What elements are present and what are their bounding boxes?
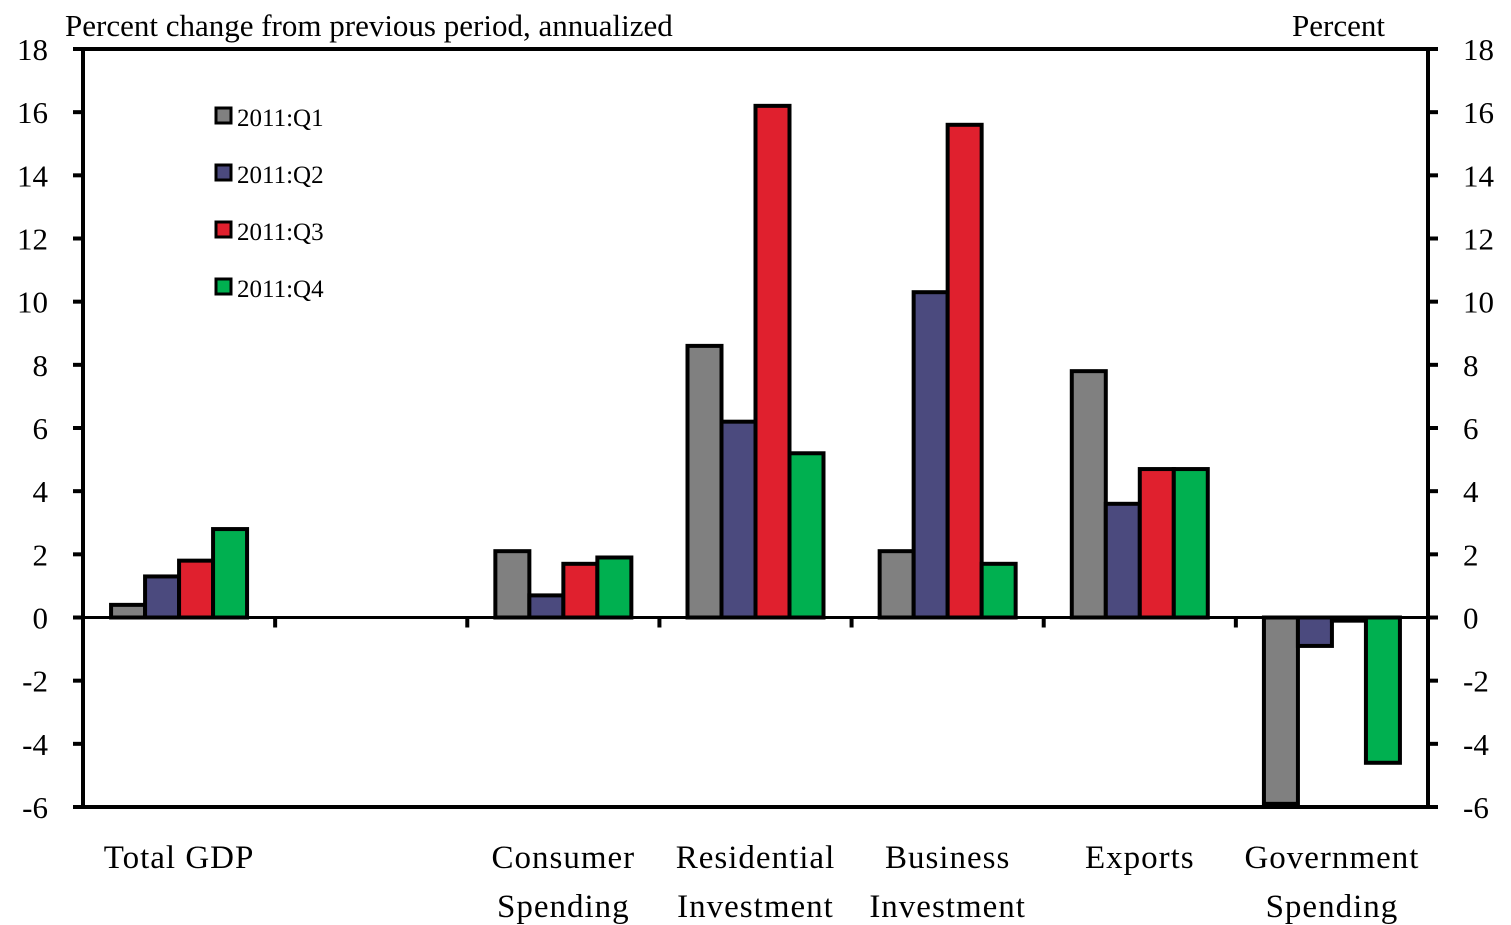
bar [1363,615,1402,765]
y-tick-label-left: -4 [22,727,48,762]
y-tick-label-left: 4 [33,474,49,509]
y-tick-label-right: 6 [1463,411,1479,446]
legend-swatch [214,163,233,182]
bar [493,549,532,620]
y-tick-label-left: 8 [33,348,49,383]
bar [685,343,724,620]
category-labels: Total GDP Consumer Spending Residential Inve… [104,840,1419,925]
bar [753,103,792,620]
y-tick-label-right: 16 [1463,95,1494,130]
bar [1171,467,1210,620]
legend-swatch [214,277,233,296]
y-tick-label-right: -6 [1463,790,1489,825]
category-label-line2: Spending [497,889,630,925]
y-tick-label-left: 6 [33,411,49,446]
bar [527,593,566,620]
bar [1103,501,1142,620]
y-tick-label-right: 14 [1463,158,1495,193]
category-label: Total GDP [104,840,255,876]
bar [979,561,1018,620]
category-label: Residential [676,840,835,876]
legend-label: 2011:Q2 [237,162,324,189]
y-tick-label-right: 2 [1463,537,1479,572]
y-tick-label-right: 0 [1463,601,1479,636]
y-tick-label-left: -2 [22,664,48,699]
y-tick-label-left: 0 [33,601,49,636]
category-label: Exports [1085,840,1195,876]
y-tick-label-left: 12 [17,222,48,257]
y-tick-label-right: 18 [1463,32,1494,67]
bar [787,451,826,620]
legend: 2011:Q1 2011:Q2 2011:Q3 2011:Q4 [214,105,324,303]
bar [1069,369,1108,620]
y-tick-label-right: 4 [1463,474,1479,509]
left-y-tick-labels: -6 -4 -2 0 2 4 6 8 10 12 14 16 18 [17,32,49,825]
bar [877,549,916,620]
legend-swatch [214,220,233,239]
right-y-tick-labels: -6 -4 -2 0 2 4 6 8 10 12 14 16 18 [1463,32,1495,825]
legend-label: 2011:Q4 [237,276,324,303]
bar [211,527,250,620]
bar [595,555,634,620]
category-label: Business [885,840,1010,876]
bar [1295,615,1334,648]
y-tick-label-left: 18 [17,32,48,67]
bar [911,290,950,620]
right-axis-label: Percent [1292,8,1385,43]
y-tick-label-right: 12 [1463,222,1494,257]
bar [1261,615,1300,806]
category-label: Government [1244,840,1419,876]
legend-label: 2011:Q1 [237,105,324,132]
y-tick-label-left: 10 [17,285,48,320]
bars-group [109,103,1402,806]
bar [109,602,148,620]
bar [719,419,758,620]
y-tick-label-left: -6 [22,790,48,825]
category-label-line2: Investment [677,889,834,925]
y-tick-label-left: 14 [17,158,49,193]
y-tick-label-left: 16 [17,95,48,130]
category-label: Consumer [492,840,636,876]
y-tick-label-right: -2 [1463,664,1489,699]
y-tick-label-right: 10 [1463,285,1494,320]
legend-label: 2011:Q3 [237,219,324,246]
y-tick-label-right: 8 [1463,348,1479,383]
plot-frame [73,47,1438,809]
y-tick-label-right: -4 [1463,727,1489,762]
bar [177,558,216,620]
category-label-line2: Spending [1266,889,1399,925]
category-label-line2: Investment [869,889,1026,925]
bar [143,574,182,620]
y-tick-label-left: 2 [33,537,49,572]
bar [945,122,984,620]
bar [561,561,600,620]
legend-swatch [214,106,233,125]
left-axis-label: Percent change from previous period, ann… [65,8,673,43]
bar [1137,467,1176,620]
